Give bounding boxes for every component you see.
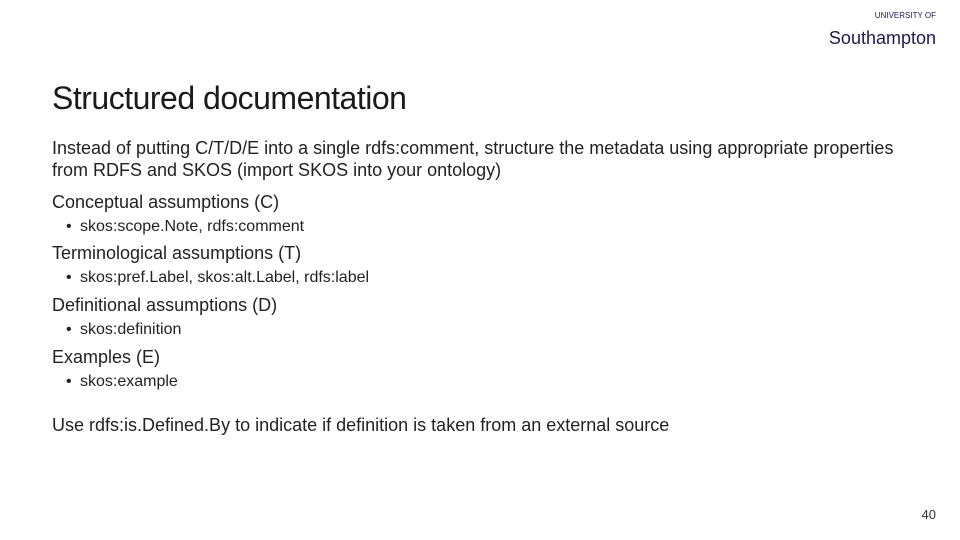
section-heading: Definitional assumptions (D) — [52, 295, 908, 317]
list-item: skos:scope.Note, rdfs:comment — [80, 216, 908, 238]
bullet-list: skos:pref.Label, skos:alt.Label, rdfs:la… — [52, 267, 908, 289]
logo-wordmark: Southampton — [829, 21, 936, 47]
bullet-list: skos:example — [52, 371, 908, 393]
bullet-list: skos:scope.Note, rdfs:comment — [52, 216, 908, 238]
list-item: skos:definition — [80, 319, 908, 341]
logo-superscript: UNIVERSITY OF — [875, 12, 936, 20]
list-item: skos:pref.Label, skos:alt.Label, rdfs:la… — [80, 267, 908, 289]
intro-paragraph: Instead of putting C/T/D/E into a single… — [52, 138, 908, 182]
section-heading: Conceptual assumptions (C) — [52, 192, 908, 214]
bullet-list: skos:definition — [52, 319, 908, 341]
slide-title: Structured documentation — [52, 80, 406, 117]
university-logo: UNIVERSITY OF Southampton — [829, 12, 936, 47]
list-item: skos:example — [80, 371, 908, 393]
footer-note: Use rdfs:is.Defined.By to indicate if de… — [52, 414, 908, 437]
slide-content: Instead of putting C/T/D/E into a single… — [52, 138, 908, 437]
section-heading: Terminological assumptions (T) — [52, 243, 908, 265]
slide: UNIVERSITY OF Southampton Structured doc… — [0, 0, 960, 540]
logo-text-block: UNIVERSITY OF Southampton — [829, 12, 936, 47]
page-number: 40 — [922, 507, 936, 522]
section-heading: Examples (E) — [52, 347, 908, 369]
